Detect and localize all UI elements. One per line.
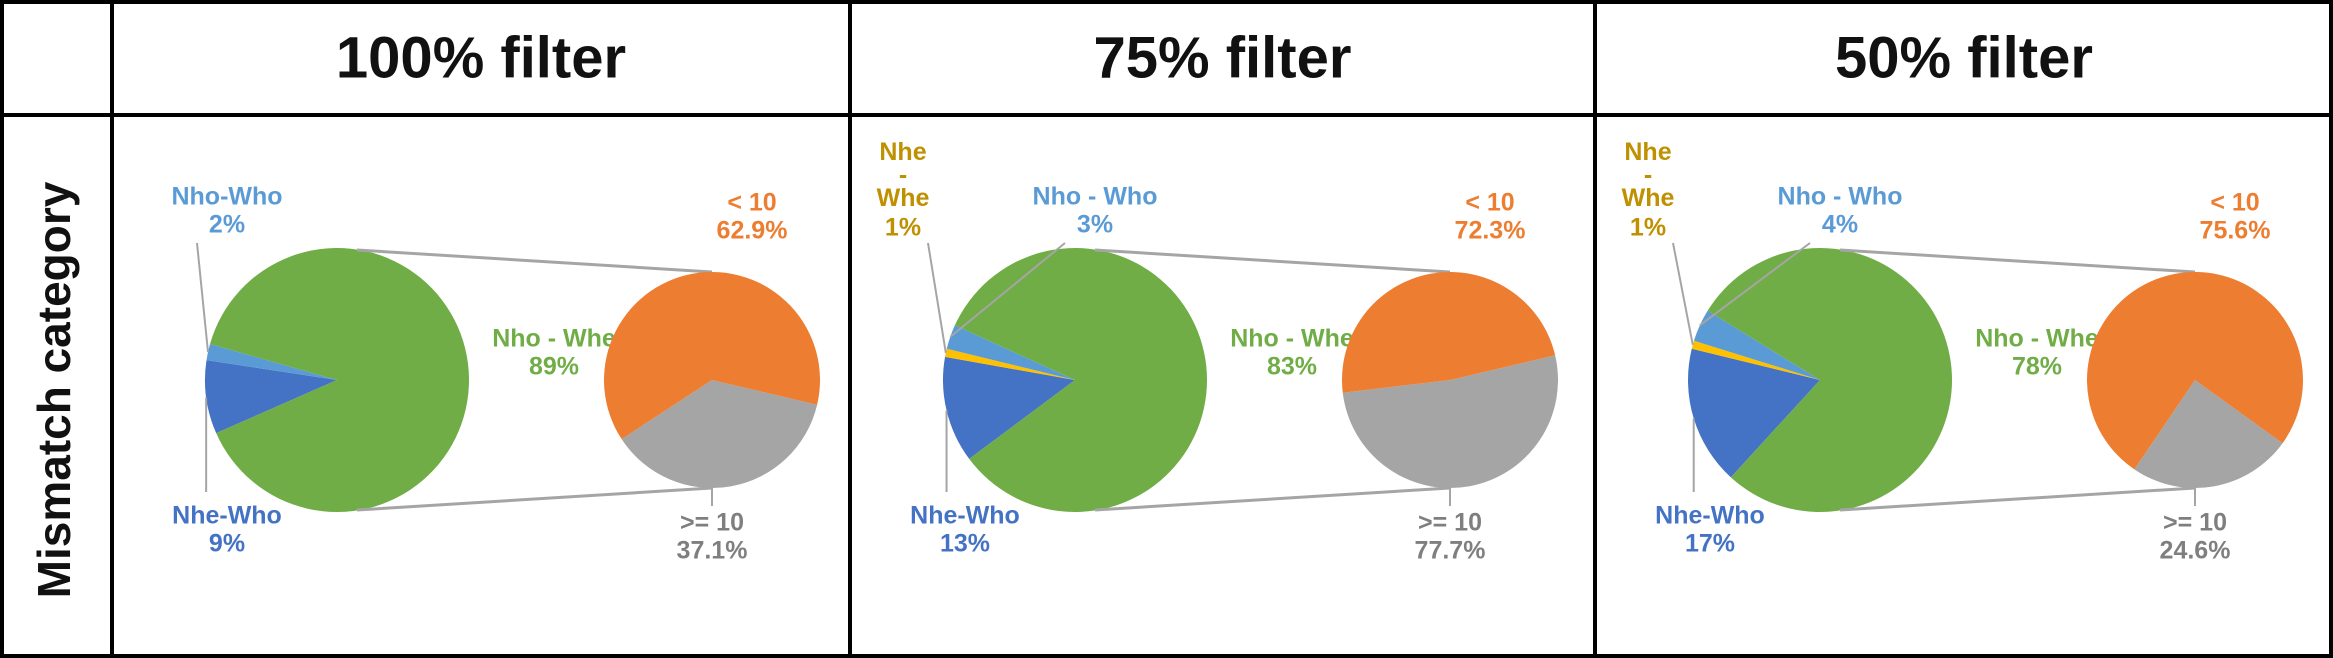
slice-label: >= 10 [1418,509,1482,537]
slice-label: >= 10 [2163,509,2227,537]
pie-slice [2134,380,2283,489]
slice-value: 24.6% [2160,537,2231,565]
pie-slice [1693,310,1820,380]
pie-slice [945,348,1075,380]
leader-line [1672,242,1694,345]
pie-slice [2087,272,2303,470]
pie-slice [943,356,1075,459]
slice-value: 83% [1267,353,1317,381]
pie-slice [1707,247,1953,512]
slice-label: Nho-Who [171,183,282,211]
slice-label: Nhe-Who [1655,502,1765,530]
chart-title: 100% filter [336,25,626,90]
leader-line [1699,242,1811,327]
slice-value: 9% [209,530,245,558]
slice-value: 13% [940,530,990,558]
slice-value: 3% [1077,211,1113,239]
chart-title: 75% filter [1094,25,1352,90]
slice-value: 2% [209,211,245,239]
slice-value: 37.1% [677,537,748,565]
pie-slice [1688,348,1820,478]
leader-line [196,242,209,353]
slice-label: Nho - Who [1778,183,1903,211]
pie-slice [1342,272,1556,393]
leader-line [949,242,1066,338]
pie-slice [210,248,470,513]
pie-slice [205,360,337,434]
slice-value: 17% [1685,530,1735,558]
pie-slice [206,343,337,380]
pie-slice [604,272,820,440]
slice-value: 4% [1822,211,1858,239]
slice-value: 78% [2012,353,2062,381]
slice-label: < 10 [2210,189,2259,217]
slice-value: 72.3% [1455,217,1526,245]
slice-value: 1% [885,214,921,242]
slice-value: 89% [529,353,579,381]
slice-label: Nho - Whe [1230,325,1354,353]
connector [1839,248,2196,274]
slice-label: Nho - Whe [492,325,616,353]
chart-title: 50% filter [1835,25,2093,90]
connector [1094,248,1451,274]
pie-slice [946,325,1075,380]
connector [1094,486,1451,512]
slice-value: 77.7% [1415,537,1486,565]
pie-slice [1691,340,1820,380]
slice-value: 62.9% [717,217,788,245]
slice-value: 1% [1630,214,1666,242]
pie-slice [954,248,1207,512]
slice-value: 75.6% [2200,217,2271,245]
leader-line [927,242,947,353]
slice-label: Nho - Whe [1975,325,2099,353]
connector [356,486,713,512]
slice-label: Nhe -Whe [1622,138,1675,212]
row-label: Mismatch category [28,181,80,598]
slice-label: < 10 [727,189,776,217]
pie-slice [621,380,818,489]
slice-label: Nhe-Who [910,502,1020,530]
connector [1839,486,2196,512]
connector [356,248,713,274]
slice-label: Nhe -Whe [877,138,930,212]
slice-label: Nhe-Who [172,502,282,530]
slice-label: Nho - Who [1033,183,1158,211]
slice-label: >= 10 [680,509,744,537]
pie-slice [1342,355,1558,489]
slice-label: < 10 [1465,189,1514,217]
